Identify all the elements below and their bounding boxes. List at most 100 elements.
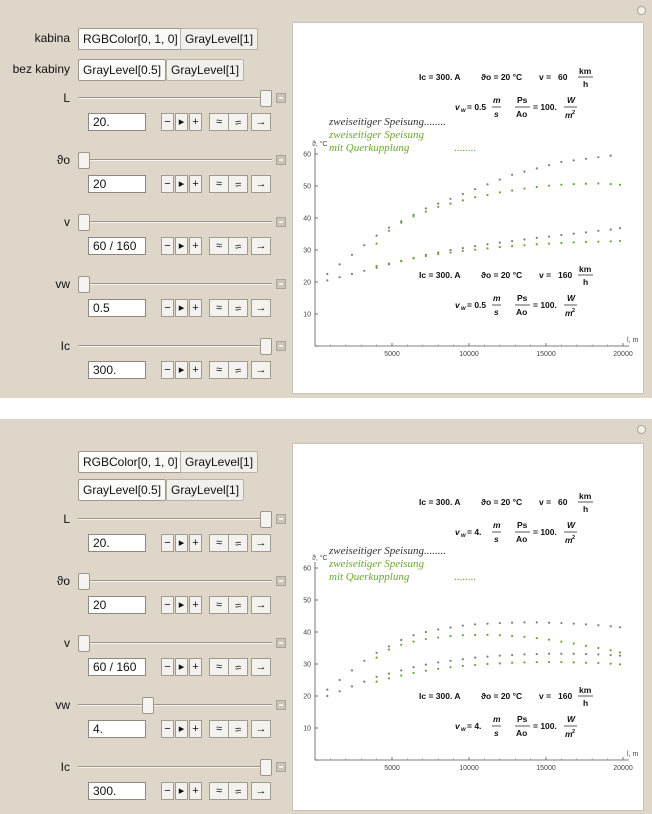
- value-field-vw[interactable]: 4.: [88, 720, 146, 738]
- expand-controls-icon[interactable]: [276, 217, 286, 227]
- slider-thumb[interactable]: [78, 276, 90, 293]
- decrement-button[interactable]: −: [161, 113, 174, 131]
- direction-button[interactable]: →: [251, 720, 271, 738]
- expand-controls-icon[interactable]: [276, 638, 286, 648]
- decrement-button[interactable]: −: [161, 596, 174, 614]
- slower-button[interactable]: ≈: [228, 237, 248, 255]
- value-field-l[interactable]: 20.: [88, 113, 146, 131]
- increment-button[interactable]: +: [189, 237, 202, 255]
- value-field-ic[interactable]: 300.: [88, 782, 146, 800]
- slower-button[interactable]: ≈: [228, 361, 248, 379]
- faster-button[interactable]: ≈: [209, 175, 229, 193]
- play-button[interactable]: ▸: [175, 175, 188, 193]
- direction-button[interactable]: →: [251, 299, 271, 317]
- bez-kabiny-graylevel05-button[interactable]: GrayLevel[0.5]: [78, 479, 167, 501]
- direction-button[interactable]: →: [251, 361, 271, 379]
- expand-controls-icon[interactable]: [276, 155, 286, 165]
- decrement-button[interactable]: −: [161, 175, 174, 193]
- expand-controls-icon[interactable]: [276, 762, 286, 772]
- value-field-ic[interactable]: 300.: [88, 361, 146, 379]
- decrement-button[interactable]: −: [161, 299, 174, 317]
- slower-button[interactable]: ≈: [228, 113, 248, 131]
- play-button[interactable]: ▸: [175, 782, 188, 800]
- decrement-button[interactable]: −: [161, 534, 174, 552]
- decrement-button[interactable]: −: [161, 658, 174, 676]
- slider-thumb[interactable]: [260, 511, 272, 528]
- slower-button[interactable]: ≈: [228, 596, 248, 614]
- slider-vw[interactable]: [78, 276, 286, 293]
- slider-ic[interactable]: [78, 759, 286, 776]
- slider-theta-o[interactable]: [78, 152, 286, 169]
- slider-thumb[interactable]: [78, 573, 90, 590]
- decrement-button[interactable]: −: [161, 237, 174, 255]
- value-field-l[interactable]: 20.: [88, 534, 146, 552]
- expand-controls-icon[interactable]: [276, 341, 286, 351]
- play-button[interactable]: ▸: [175, 658, 188, 676]
- play-button[interactable]: ▸: [175, 361, 188, 379]
- kabina-graylevel1-button[interactable]: GrayLevel[1]: [180, 28, 259, 50]
- slider-track[interactable]: [78, 580, 272, 582]
- increment-button[interactable]: +: [189, 299, 202, 317]
- play-button[interactable]: ▸: [175, 113, 188, 131]
- increment-button[interactable]: +: [189, 534, 202, 552]
- play-button[interactable]: ▸: [175, 596, 188, 614]
- direction-button[interactable]: →: [251, 658, 271, 676]
- decrement-button[interactable]: −: [161, 720, 174, 738]
- slower-button[interactable]: ≈: [228, 534, 248, 552]
- slider-thumb[interactable]: [78, 152, 90, 169]
- slider-vw[interactable]: [78, 697, 286, 714]
- slower-button[interactable]: ≈: [228, 175, 248, 193]
- close-icon[interactable]: [637, 425, 646, 434]
- increment-button[interactable]: +: [189, 596, 202, 614]
- kabina-rgbcolor-button[interactable]: RGBColor[0, 1, 0]: [78, 451, 183, 473]
- play-button[interactable]: ▸: [175, 534, 188, 552]
- slower-button[interactable]: ≈: [228, 299, 248, 317]
- slider-thumb[interactable]: [260, 338, 272, 355]
- slower-button[interactable]: ≈: [228, 782, 248, 800]
- play-button[interactable]: ▸: [175, 299, 188, 317]
- slider-thumb[interactable]: [260, 90, 272, 107]
- bez-kabiny-graylevel1-button[interactable]: GrayLevel[1]: [166, 59, 245, 81]
- slider-v[interactable]: [78, 214, 286, 231]
- value-field-v[interactable]: 60 / 160: [88, 658, 146, 676]
- slider-thumb[interactable]: [141, 697, 154, 714]
- value-field-theta-o[interactable]: 20: [88, 596, 146, 614]
- slider-track[interactable]: [78, 97, 272, 99]
- slider-track[interactable]: [78, 345, 272, 347]
- direction-button[interactable]: →: [251, 534, 271, 552]
- direction-button[interactable]: →: [251, 113, 271, 131]
- increment-button[interactable]: +: [189, 113, 202, 131]
- increment-button[interactable]: +: [189, 175, 202, 193]
- faster-button[interactable]: ≈: [209, 113, 229, 131]
- bez-kabiny-graylevel05-button[interactable]: GrayLevel[0.5]: [78, 59, 167, 81]
- slider-track[interactable]: [78, 642, 272, 644]
- slider-thumb[interactable]: [78, 635, 90, 652]
- slider-v[interactable]: [78, 635, 286, 652]
- close-icon[interactable]: [637, 6, 646, 15]
- direction-button[interactable]: →: [251, 237, 271, 255]
- faster-button[interactable]: ≈: [209, 658, 229, 676]
- slower-button[interactable]: ≈: [228, 720, 248, 738]
- bez-kabiny-graylevel1-button[interactable]: GrayLevel[1]: [166, 479, 245, 501]
- value-field-theta-o[interactable]: 20: [88, 175, 146, 193]
- expand-controls-icon[interactable]: [276, 279, 286, 289]
- faster-button[interactable]: ≈: [209, 720, 229, 738]
- slider-thumb[interactable]: [78, 214, 90, 231]
- value-field-v[interactable]: 60 / 160: [88, 237, 146, 255]
- slider-l[interactable]: [78, 511, 286, 528]
- slider-track[interactable]: [78, 159, 272, 161]
- faster-button[interactable]: ≈: [209, 361, 229, 379]
- slower-button[interactable]: ≈: [228, 658, 248, 676]
- faster-button[interactable]: ≈: [209, 782, 229, 800]
- faster-button[interactable]: ≈: [209, 534, 229, 552]
- direction-button[interactable]: →: [251, 782, 271, 800]
- slider-track[interactable]: [78, 766, 272, 768]
- play-button[interactable]: ▸: [175, 237, 188, 255]
- expand-controls-icon[interactable]: [276, 514, 286, 524]
- slider-thumb[interactable]: [260, 759, 272, 776]
- slider-track[interactable]: [78, 704, 272, 706]
- expand-controls-icon[interactable]: [276, 93, 286, 103]
- increment-button[interactable]: +: [189, 361, 202, 379]
- faster-button[interactable]: ≈: [209, 237, 229, 255]
- slider-track[interactable]: [78, 283, 272, 285]
